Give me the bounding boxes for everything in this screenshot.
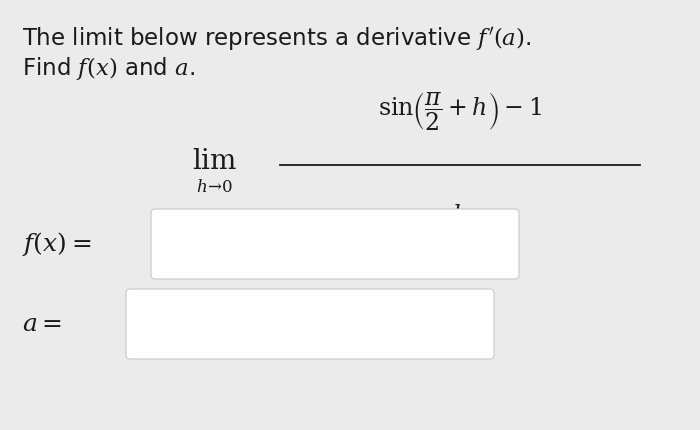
Text: $a=$: $a=$ xyxy=(22,312,62,336)
Text: $h\!\to\!0$: $h\!\to\!0$ xyxy=(197,178,234,196)
FancyBboxPatch shape xyxy=(151,209,519,279)
Text: The limit below represents a derivative $f'(a)$.: The limit below represents a derivative … xyxy=(22,25,531,52)
Text: $\sin\!\left(\dfrac{\pi}{2}+h\right)-1$: $\sin\!\left(\dfrac{\pi}{2}+h\right)-1$ xyxy=(378,91,542,133)
Text: $\mathrm{lim}$: $\mathrm{lim}$ xyxy=(193,147,238,175)
Text: Find $f(x)$ and $a$.: Find $f(x)$ and $a$. xyxy=(22,55,195,82)
FancyBboxPatch shape xyxy=(126,289,494,359)
Text: $f(x)=$: $f(x)=$ xyxy=(22,230,92,258)
Text: $h$: $h$ xyxy=(452,203,468,227)
